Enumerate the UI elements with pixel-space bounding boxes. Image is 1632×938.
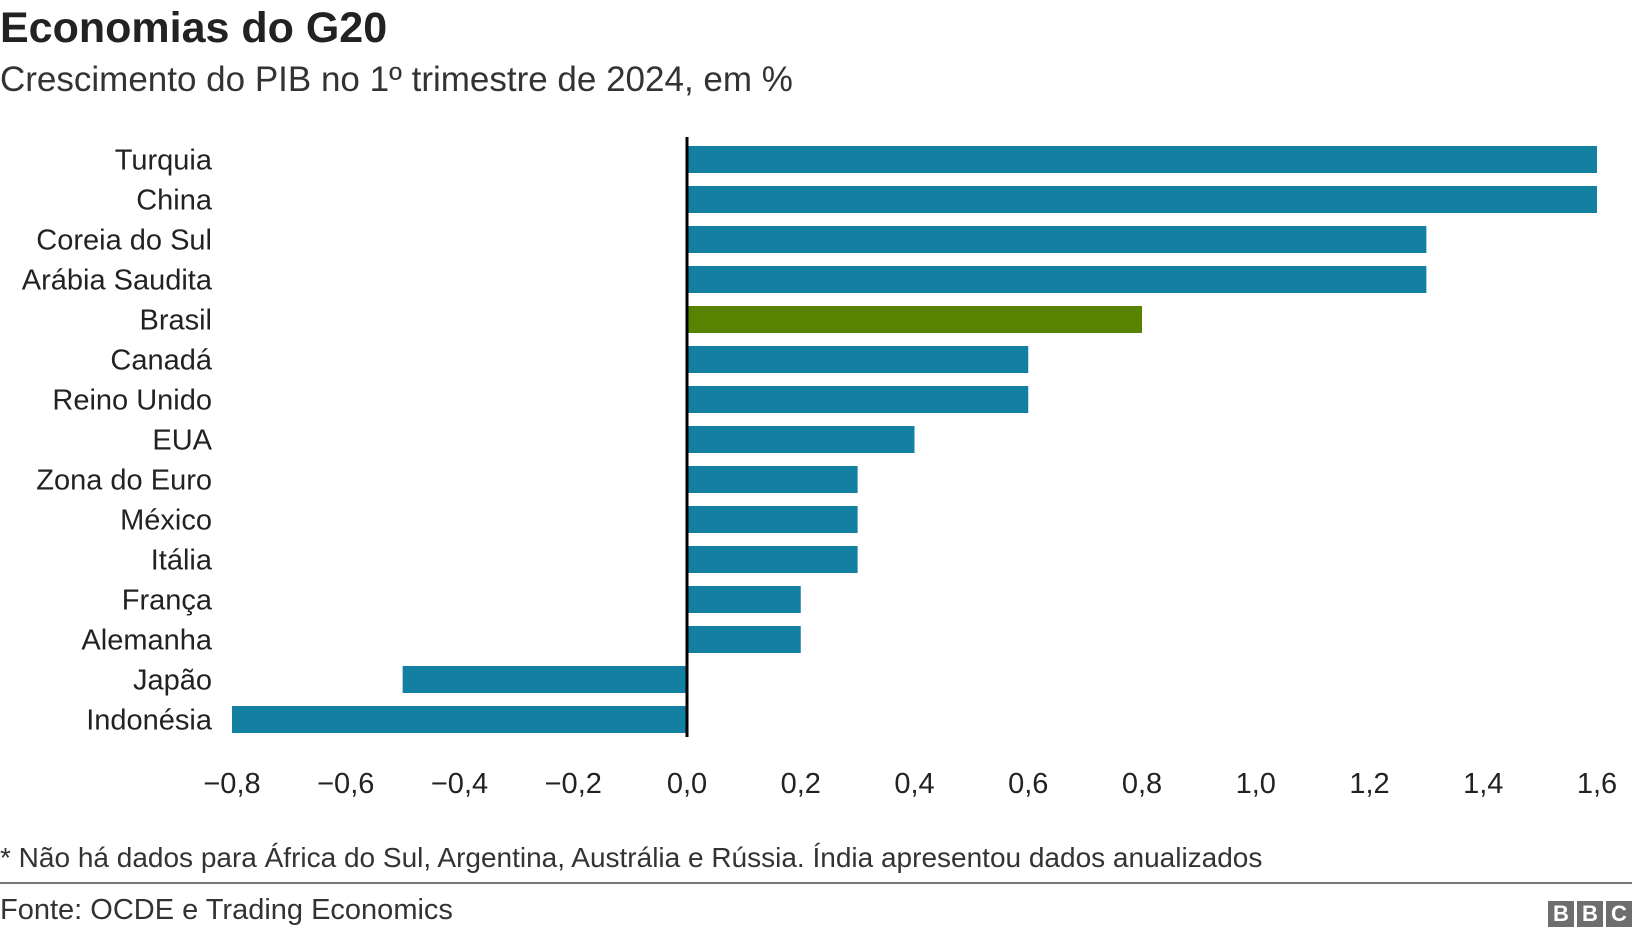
bar	[687, 506, 858, 533]
source: Fonte: OCDE e Trading Economics	[0, 894, 453, 926]
category-label: Zona do Euro	[36, 465, 212, 497]
category-label: Coreia do Sul	[36, 225, 212, 257]
x-tick-label: 0,4	[894, 768, 934, 800]
category-label: Turquia	[115, 145, 213, 177]
bar	[687, 346, 1029, 373]
category-label: Japão	[133, 665, 212, 697]
bar	[687, 266, 1427, 293]
logo-letter: B	[1577, 901, 1603, 927]
chart-subtitle: Crescimento do PIB no 1º trimestre de 20…	[0, 60, 793, 99]
bar	[687, 226, 1427, 253]
x-tick-label: −0,2	[545, 768, 602, 800]
x-tick-label: −0,8	[203, 768, 260, 800]
bar	[687, 626, 801, 653]
x-tick-label: 0,2	[781, 768, 821, 800]
bbc-logo: B B C	[1548, 901, 1632, 927]
bar	[687, 426, 915, 453]
x-tick-label: 0,6	[1008, 768, 1048, 800]
x-tick-label: −0,6	[317, 768, 374, 800]
x-tick-label: 0,8	[1122, 768, 1162, 800]
logo-letter: C	[1606, 901, 1632, 927]
bar	[687, 186, 1597, 213]
bar	[687, 586, 801, 613]
category-label: México	[120, 505, 212, 537]
x-tick-label: −0,4	[431, 768, 488, 800]
category-label: Arábia Saudita	[22, 265, 213, 297]
bar	[687, 306, 1142, 333]
category-label: Reino Unido	[52, 385, 212, 417]
bar	[687, 386, 1029, 413]
logo-letter: B	[1548, 901, 1574, 927]
category-label: Indonésia	[86, 705, 213, 737]
x-tick-label: 1,6	[1577, 768, 1617, 800]
category-label: Alemanha	[81, 625, 212, 657]
x-tick-label: 1,2	[1349, 768, 1389, 800]
bar	[687, 146, 1597, 173]
x-tick-label: 1,0	[1236, 768, 1276, 800]
category-label: China	[136, 185, 213, 217]
bar	[687, 466, 858, 493]
bar-chart: Turquia China Coreia do Sul Arábia Saudita B…	[22, 137, 1617, 800]
category-label: Canadá	[110, 345, 212, 377]
category-label: Brasil	[139, 305, 212, 337]
bar	[687, 546, 858, 573]
x-tick-label: 0,0	[667, 768, 707, 800]
category-label: Itália	[151, 545, 213, 577]
chart-title: Economias do G20	[0, 4, 388, 52]
category-label: França	[122, 585, 213, 617]
divider	[0, 882, 1632, 884]
category-label: EUA	[152, 425, 212, 457]
footnote: * Não há dados para África do Sul, Argen…	[0, 842, 1263, 873]
bar	[232, 706, 687, 733]
bar	[402, 666, 687, 693]
x-tick-label: 1,4	[1463, 768, 1503, 800]
